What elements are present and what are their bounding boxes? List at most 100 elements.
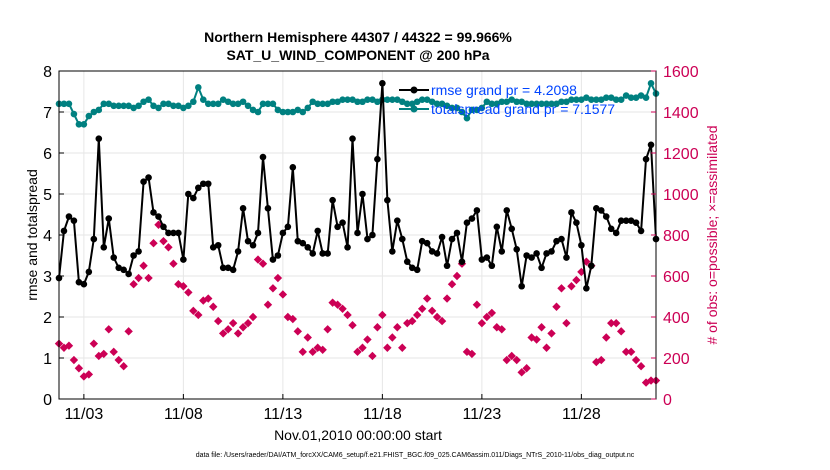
obs-marker — [621, 347, 631, 357]
obs-marker — [308, 347, 317, 357]
rmse-marker — [583, 285, 590, 292]
legend: rmse grand pr = 4.2098 totalspread grand… — [399, 82, 615, 117]
obs-marker — [204, 294, 213, 303]
obs-marker — [636, 362, 646, 371]
obs-marker — [641, 378, 651, 387]
obs-marker — [99, 349, 108, 359]
rmse-marker — [344, 244, 351, 251]
rmse-marker — [279, 229, 287, 237]
rmse-marker — [180, 256, 187, 263]
rmse-marker — [523, 252, 530, 259]
totalspread-marker — [528, 100, 535, 108]
totalspread-marker — [503, 98, 511, 106]
obs-marker — [268, 284, 278, 293]
obs-marker — [408, 316, 417, 326]
obs-marker — [64, 341, 74, 350]
obs-marker — [258, 259, 268, 268]
x-tick-label: 11/13 — [263, 406, 302, 423]
obs-marker — [393, 323, 402, 332]
totalspread-marker — [125, 102, 132, 110]
x-tick-label: 11/23 — [462, 406, 501, 423]
totalspread-marker — [448, 104, 456, 112]
totalspread-marker — [214, 100, 222, 108]
rmse-marker — [578, 241, 585, 249]
totalspread-marker — [408, 100, 416, 108]
totalspread-marker — [209, 100, 217, 108]
totalspread-series — [55, 80, 660, 128]
totalspread-marker — [607, 94, 615, 101]
totalspread-marker — [573, 96, 580, 103]
totalspread-marker — [523, 100, 530, 108]
obs-marker — [74, 364, 84, 373]
obs-marker — [557, 284, 566, 293]
rmse-marker — [209, 244, 217, 251]
rmse-marker — [433, 250, 441, 257]
obs-marker — [517, 368, 526, 377]
rmse-marker — [75, 278, 83, 286]
rmse-marker — [448, 235, 456, 243]
rmse-marker — [473, 207, 481, 214]
totalspread-marker — [120, 102, 127, 110]
obs-marker — [452, 271, 462, 281]
footer-data-file: data file: /Users/raeder/DAI/ATM_forcXX/… — [195, 452, 635, 459]
obs-marker — [209, 302, 218, 311]
rmse-marker — [150, 209, 157, 216]
rmse-marker — [458, 258, 466, 265]
totalspread-marker — [324, 100, 331, 108]
rmse-marker — [145, 174, 152, 181]
totalspread-marker — [428, 98, 436, 106]
totalspread-marker — [100, 100, 108, 108]
obs-marker — [238, 323, 248, 332]
totalspread-marker — [249, 106, 257, 114]
obs-marker — [413, 310, 422, 320]
rmse-marker — [463, 219, 471, 226]
obs-marker — [542, 343, 551, 352]
legend-rmse-label: rmse grand pr = 4.2098 — [431, 82, 577, 98]
totalspread-marker — [413, 98, 421, 106]
rmse-marker — [269, 256, 277, 263]
obs-marker — [169, 259, 178, 268]
rmse-marker — [394, 217, 401, 224]
rmse-marker — [90, 235, 98, 243]
obs-marker — [218, 329, 228, 338]
rmse-marker — [254, 229, 262, 237]
rmse-marker — [543, 250, 550, 257]
totalspread-marker — [150, 102, 157, 110]
rmse-marker — [349, 135, 356, 142]
obs-marker — [343, 310, 352, 320]
totalspread-marker — [339, 96, 346, 103]
totalspread-marker — [180, 104, 187, 112]
obs-marker — [323, 325, 332, 334]
rmse-marker — [120, 266, 127, 274]
obs-marker — [368, 351, 377, 361]
rmse-marker — [259, 153, 267, 161]
x-tick-label: 11/18 — [363, 406, 402, 423]
totalspread-marker — [309, 98, 317, 106]
rmse-marker — [244, 237, 252, 245]
obs-marker — [69, 355, 79, 365]
totalspread-marker — [478, 104, 486, 112]
obs-marker — [358, 343, 367, 352]
rmse-marker — [408, 264, 416, 272]
y-tick-label-right: 1600 — [663, 64, 699, 81]
obs-marker — [124, 327, 133, 336]
rmse-marker — [224, 264, 232, 272]
totalspread-marker — [115, 102, 122, 110]
rmse-marker — [637, 227, 645, 235]
rmse-marker — [140, 178, 147, 185]
obs-marker — [134, 273, 143, 283]
totalspread-marker — [264, 100, 272, 108]
totalspread-marker — [642, 94, 650, 101]
totalspread-marker — [304, 104, 312, 112]
totalspread-marker — [513, 98, 520, 106]
rmse-marker — [264, 205, 272, 212]
totalspread-marker — [578, 96, 585, 103]
rmse-marker — [219, 264, 227, 272]
rmse-marker — [190, 194, 197, 202]
rmse-marker — [498, 248, 506, 255]
obs-marker — [298, 347, 307, 357]
rmse-marker — [528, 254, 535, 261]
totalspread-marker — [289, 108, 297, 116]
obs-marker — [432, 312, 442, 322]
obs-marker — [179, 282, 188, 291]
